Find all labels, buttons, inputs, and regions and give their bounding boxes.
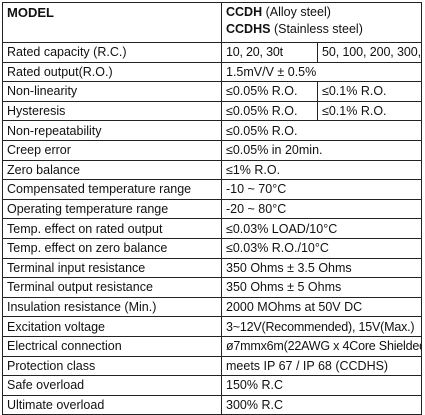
row-value-b: ≤0.1% R.O. bbox=[317, 81, 422, 102]
row-value-a: ≤0.05% R.O. bbox=[221, 81, 318, 102]
table-row: Creep error ≤0.05% in 20min. bbox=[2, 139, 422, 161]
row-value-b: ≤0.1% R.O. bbox=[317, 100, 422, 122]
row-value: -10 ~ 70°C bbox=[221, 179, 422, 200]
table-row: Compensated temperature range -10 ~ 70°C bbox=[2, 179, 422, 200]
table-row: Terminal input resistance 350 Ohms ± 3.5… bbox=[2, 257, 422, 279]
row-label: Creep error bbox=[2, 139, 222, 161]
row-value: -20 ~ 80°C bbox=[221, 198, 422, 220]
row-label: Ultimate overload bbox=[2, 394, 222, 415]
row-label: Operating temperature range bbox=[2, 198, 222, 220]
ccdh-line: CCDH (Alloy steel) bbox=[226, 4, 421, 21]
row-label: Protection class bbox=[2, 355, 222, 377]
row-label: Electrical connection bbox=[2, 335, 222, 357]
row-value: meets IP 67 / IP 68 (CCDHS) bbox=[221, 355, 422, 377]
row-value-b: 50, 100, 200, 300, 500t bbox=[317, 42, 422, 63]
row-label: Compensated temperature range bbox=[2, 179, 222, 200]
table-row: Temp. effect on zero balance ≤0.03% R.O.… bbox=[2, 237, 422, 259]
table-row: Rated output(R.O.) 1.5mV/V ± 0.5% bbox=[2, 61, 422, 83]
row-label: Excitation voltage bbox=[2, 316, 222, 337]
row-value: ≤0.03% LOAD/10°C bbox=[221, 218, 422, 239]
row-label: Zero balance bbox=[2, 159, 222, 181]
row-value-a: 10, 20, 30t bbox=[221, 42, 318, 63]
row-label: Insulation resistance (Min.) bbox=[2, 296, 222, 318]
ccdhs-line: CCDHS (Stainless steel) bbox=[226, 21, 421, 38]
table-row: Temp. effect on rated output ≤0.03% LOAD… bbox=[2, 218, 422, 239]
row-value: 1.5mV/V ± 0.5% bbox=[221, 61, 422, 83]
table-header-row: MODEL CCDH (Alloy steel) CCDHS (Stainles… bbox=[2, 2, 422, 43]
row-label: Temp. effect on rated output bbox=[2, 218, 222, 239]
row-label: Terminal input resistance bbox=[2, 257, 222, 279]
table-row: Excitation voltage 3~12V(Recommended), 1… bbox=[2, 316, 422, 337]
ccdhs-desc: (Stainless steel) bbox=[273, 22, 363, 36]
table-row: Operating temperature range -20 ~ 80°C bbox=[2, 198, 422, 220]
table-row: Hysteresis ≤0.05% R.O. ≤0.1% R.O. bbox=[2, 100, 422, 122]
table-row: Rated capacity (R.C.) 10, 20, 30t 50, 10… bbox=[2, 42, 422, 63]
row-value: 2000 MOhms at 50V DC bbox=[221, 296, 422, 318]
model-label: MODEL bbox=[7, 5, 54, 20]
row-label: Temp. effect on zero balance bbox=[2, 237, 222, 259]
row-value: 300% R.C bbox=[221, 394, 422, 415]
table-row: Ultimate overload 300% R.C bbox=[2, 394, 422, 415]
ccdh-desc: (Alloy steel) bbox=[265, 5, 331, 19]
row-value: 350 Ohms ± 3.5 Ohms bbox=[221, 257, 422, 279]
row-value: ≤0.03% R.O./10°C bbox=[221, 237, 422, 259]
row-value: ≤1% R.O. bbox=[221, 159, 422, 181]
ccdhs-code: CCDHS bbox=[226, 22, 271, 36]
table-row: Protection class meets IP 67 / IP 68 (CC… bbox=[2, 355, 422, 377]
ccdh-code: CCDH bbox=[226, 5, 263, 19]
table-row: Non-linearity ≤0.05% R.O. ≤0.1% R.O. bbox=[2, 81, 422, 102]
table-row: Terminal output resistance 350 Ohms ± 5 … bbox=[2, 277, 422, 298]
row-label: Rated output(R.O.) bbox=[2, 61, 222, 83]
row-label: Non-linearity bbox=[2, 81, 222, 102]
row-value: ø7mmx6m(22AWG x 4Core Shielded) bbox=[221, 335, 422, 357]
row-label: Terminal output resistance bbox=[2, 277, 222, 298]
table-row: Non-repeatability ≤0.05% R.O. bbox=[2, 120, 422, 141]
row-value: ≤0.05% in 20min. bbox=[221, 139, 422, 161]
row-value: 350 Ohms ± 5 Ohms bbox=[221, 277, 422, 298]
row-label: Non-repeatability bbox=[2, 120, 222, 141]
row-value: 3~12V(Recommended), 15V(Max.) bbox=[221, 316, 422, 337]
model-label-cell: MODEL bbox=[2, 2, 222, 43]
row-value: 150% R.C bbox=[221, 375, 422, 396]
table-row: Safe overload 150% R.C bbox=[2, 375, 422, 396]
table-row: Insulation resistance (Min.) 2000 MOhms … bbox=[2, 296, 422, 318]
row-label: Hysteresis bbox=[2, 100, 222, 122]
table-row: Electrical connection ø7mmx6m(22AWG x 4C… bbox=[2, 335, 422, 357]
model-variants-cell: CCDH (Alloy steel) CCDHS (Stainless stee… bbox=[221, 2, 422, 43]
row-value-a: ≤0.05% R.O. bbox=[221, 100, 318, 122]
row-value: ≤0.05% R.O. bbox=[221, 120, 422, 141]
table-row: Zero balance ≤1% R.O. bbox=[2, 159, 422, 181]
row-label: Rated capacity (R.C.) bbox=[2, 42, 222, 63]
row-label: Safe overload bbox=[2, 375, 222, 396]
